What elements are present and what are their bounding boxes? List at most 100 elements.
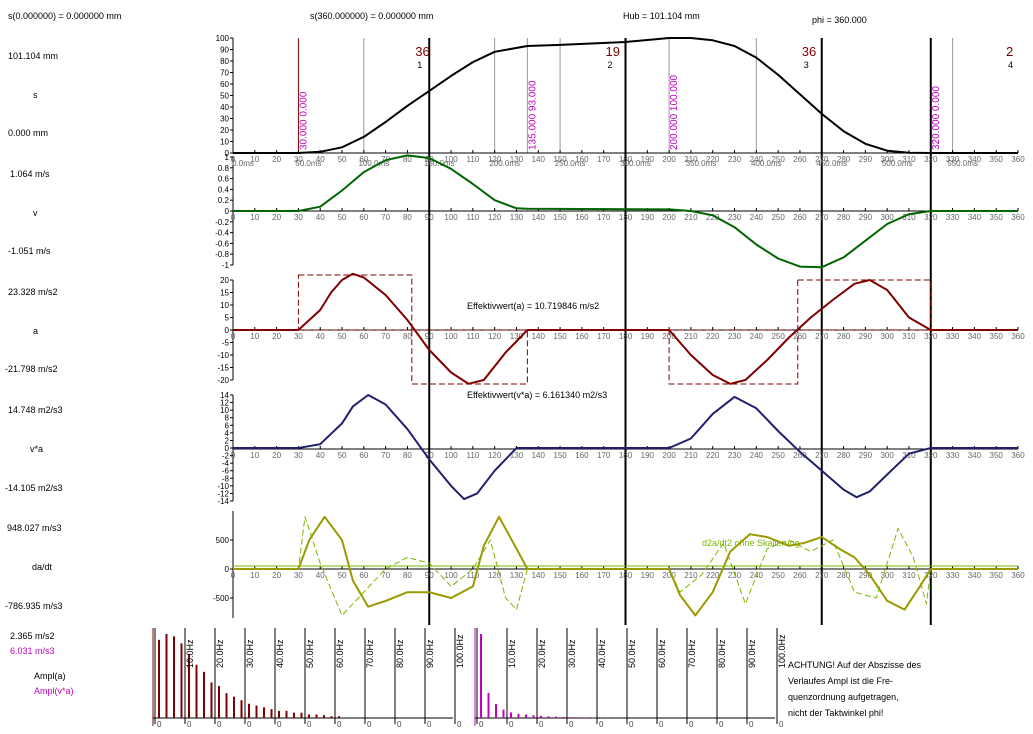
ampl-a-freq-label: 40.0Hz — [275, 639, 285, 668]
dadt-x-tick-label: 190 — [641, 571, 655, 580]
s-x-tick-label: 210 — [684, 155, 698, 164]
a-x-tick-label: 210 — [684, 332, 698, 341]
a-x-tick-label: 80 — [403, 332, 412, 341]
time-tick-label: 450.0ms — [816, 159, 847, 168]
s-min-label: 0.000 mm — [8, 128, 49, 138]
dadt-x-tick-label: 100 — [444, 571, 458, 580]
v-x-tick-label: 360 — [1011, 213, 1025, 222]
a-x-tick-label: 360 — [1011, 332, 1025, 341]
s-x-tick-label: 280 — [837, 155, 851, 164]
marker-label: 320.000 0.000 — [931, 86, 942, 150]
a-x-tick-label: 90 — [425, 332, 434, 341]
dadt2-annotation: d2a/dt2 ohne Skalierung — [702, 538, 800, 548]
time-tick-label: 50.0ms — [295, 159, 321, 168]
va-x-tick-label: 330 — [946, 451, 960, 460]
s-max-label: 101.104 mm — [8, 51, 59, 61]
va-x-tick-label: 20 — [272, 451, 281, 460]
a-y-tick-label: -20 — [217, 376, 229, 385]
va-x-tick-label: 280 — [837, 451, 851, 460]
s-x-tick-label: 60 — [359, 155, 368, 164]
v-x-tick-label: 140 — [532, 213, 546, 222]
time-tick-label: 100.0ms — [358, 159, 389, 168]
s-x-tick-label: 350 — [990, 155, 1004, 164]
v-y-tick-label: -0.8 — [215, 250, 229, 259]
s-x-tick-label: 220 — [706, 155, 720, 164]
s-x-tick-label: 100 — [444, 155, 458, 164]
segment-index: 1 — [417, 60, 422, 70]
s-name-label: s — [33, 90, 38, 100]
v-x-tick-label: 30 — [294, 213, 303, 222]
v-x-tick-label: 210 — [684, 213, 698, 222]
ampl-va-freq-label: 70.0Hz — [687, 639, 697, 668]
v-y-tick-label: -0.6 — [215, 239, 229, 248]
s-y-tick-label: 0 — [225, 149, 230, 158]
s-x-tick-label: 320 — [924, 155, 938, 164]
va-x-tick-label: 130 — [510, 451, 524, 460]
ampl-a-order-label: 0 — [457, 720, 462, 729]
dadt-x-tick-label: 160 — [575, 571, 589, 580]
va-x-tick-label: 230 — [728, 451, 742, 460]
dadt-x-tick-label: 220 — [706, 571, 720, 580]
s-x-tick-label: 30 — [294, 155, 303, 164]
ampl-a-order-label: 0 — [187, 720, 192, 729]
va-min-label: -14.105 m2/s3 — [5, 483, 63, 493]
v-x-tick-label: 200 — [662, 213, 676, 222]
va-x-tick-label: 340 — [968, 451, 982, 460]
a-x-tick-label: 190 — [641, 332, 655, 341]
time-tick-label: 550.0ms — [947, 159, 978, 168]
eff-va-annotation: Effektivwert(v*a) = 6.161340 m2/s3 — [467, 390, 608, 400]
v-y-tick-label: -1 — [222, 261, 230, 270]
dadt-x-tick-label: 210 — [684, 571, 698, 580]
dadt-x-tick-label: 280 — [837, 571, 851, 580]
dadt-x-tick-label: 350 — [990, 571, 1004, 580]
dadt-x-tick-label: 360 — [1011, 571, 1025, 580]
a-bound-box — [668, 329, 799, 385]
segment-number: 36 — [802, 44, 816, 59]
ampl-va-freq-label: 50.0Hz — [627, 639, 637, 668]
s-x-tick-label: 330 — [946, 155, 960, 164]
v-y-tick-label: -0.2 — [215, 218, 229, 227]
dadt-x-tick-label: 340 — [968, 571, 982, 580]
v-x-tick-label: 290 — [859, 213, 873, 222]
a-x-tick-label: 290 — [859, 332, 873, 341]
s-x-tick-label: 310 — [902, 155, 916, 164]
va-x-tick-label: 0 — [231, 451, 236, 460]
a-x-tick-label: 150 — [553, 332, 567, 341]
dadt-x-tick-label: 250 — [771, 571, 785, 580]
a-bound-box — [411, 329, 528, 385]
segment-index: 3 — [804, 60, 809, 70]
va-x-tick-label: 320 — [924, 451, 938, 460]
ampl-a-order-label: 0 — [217, 720, 222, 729]
a-x-tick-label: 110 — [466, 332, 479, 341]
v-x-tick-label: 50 — [338, 213, 347, 222]
v-y-tick-label: 0.2 — [218, 196, 230, 205]
va-x-tick-label: 160 — [575, 451, 589, 460]
v-x-tick-label: 330 — [946, 213, 960, 222]
dadt-x-tick-label: 200 — [662, 571, 676, 580]
ampl-a-freq-label: 20.0Hz — [215, 639, 225, 668]
va-y-tick-label: -2 — [222, 452, 230, 461]
dadt-x-tick-label: 290 — [859, 571, 873, 580]
s-x-tick-label: 260 — [793, 155, 807, 164]
a-x-tick-label: 40 — [316, 332, 325, 341]
dadt-x-tick-label: 260 — [793, 571, 807, 580]
va-y-tick-label: 8 — [225, 414, 230, 423]
s-curve — [233, 37, 1018, 154]
dadt-x-tick-label: 270 — [815, 571, 829, 580]
phi-label: phi = 360.000 — [812, 15, 867, 25]
va-x-tick-label: 140 — [532, 451, 546, 460]
v-x-tick-label: 280 — [837, 213, 851, 222]
a-x-tick-label: 200 — [662, 332, 676, 341]
s-x-tick-label: 180 — [619, 155, 633, 164]
v-y-tick-label: 0.4 — [218, 185, 230, 194]
dadt-max-label: 948.027 m/s3 — [7, 523, 62, 533]
a-x-tick-label: 300 — [880, 332, 894, 341]
s-x-tick-label: 90 — [425, 155, 434, 164]
ampl-va-order-label: 0 — [629, 720, 634, 729]
v-name-label: v — [33, 208, 38, 218]
v-x-tick-label: 150 — [553, 213, 567, 222]
a-bound-box — [297, 274, 413, 331]
v-x-tick-label: 20 — [272, 213, 281, 222]
s-y-tick-label: 60 — [220, 80, 229, 89]
dadt-x-tick-label: 70 — [381, 571, 390, 580]
